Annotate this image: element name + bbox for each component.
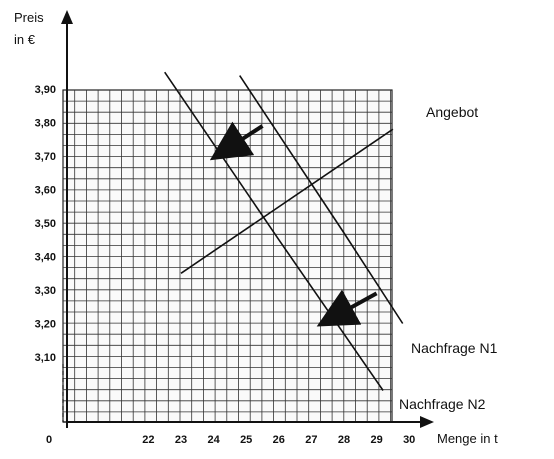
tick-labels: 22 23 24 25 26 27 28 29 30 3,10 3,20 3,30 3,40 3,50 3,… [35,84,416,446]
series-label: Angebot [426,104,478,120]
chart-labels: Preis in € Menge in t 0 [14,10,498,446]
y-tick-label: 3,40 [35,252,56,264]
series-label: Nachfrage N1 [411,340,498,356]
y-tick-label: 3,90 [35,84,56,96]
y-axis-label-line2: in € [14,32,36,47]
x-tick-label: 27 [305,434,317,446]
shift-arrow [209,121,264,161]
series-label: Nachfrage N2 [399,396,486,412]
grid-border [62,89,393,423]
x-axis-arrowhead [420,416,434,428]
origin-label: 0 [46,434,52,446]
x-tick-label: 24 [207,434,220,446]
y-axis-label-line1: Preis [14,10,44,25]
series-lines: Angebot Nachfrage N1 Nachfrage N2 [164,71,498,412]
y-tick-label: 3,70 [35,151,56,163]
y-axis-arrowhead [61,10,73,24]
y-tick-label: 3,30 [35,285,56,297]
x-tick-label: 28 [338,434,350,446]
x-tick-label: 29 [370,434,382,446]
grid [62,89,393,423]
series-line [164,71,384,391]
y-tick-label: 3,80 [35,118,56,130]
series-line [180,128,394,274]
x-tick-label: 26 [273,434,285,446]
shift-arrow [316,289,378,327]
y-tick-label: 3,10 [35,352,56,364]
x-tick-label: 23 [175,434,187,446]
x-tick-label: 30 [403,434,415,446]
x-axis-label: Menge in t [437,431,498,446]
x-tick-label: 22 [142,434,154,446]
y-tick-label: 3,50 [35,218,56,230]
x-tick-label: 25 [240,434,252,446]
series-line [239,75,404,324]
y-tick-label: 3,20 [35,319,56,331]
y-tick-label: 3,60 [35,185,56,197]
shift-arrows [209,121,378,327]
axes [61,10,434,428]
